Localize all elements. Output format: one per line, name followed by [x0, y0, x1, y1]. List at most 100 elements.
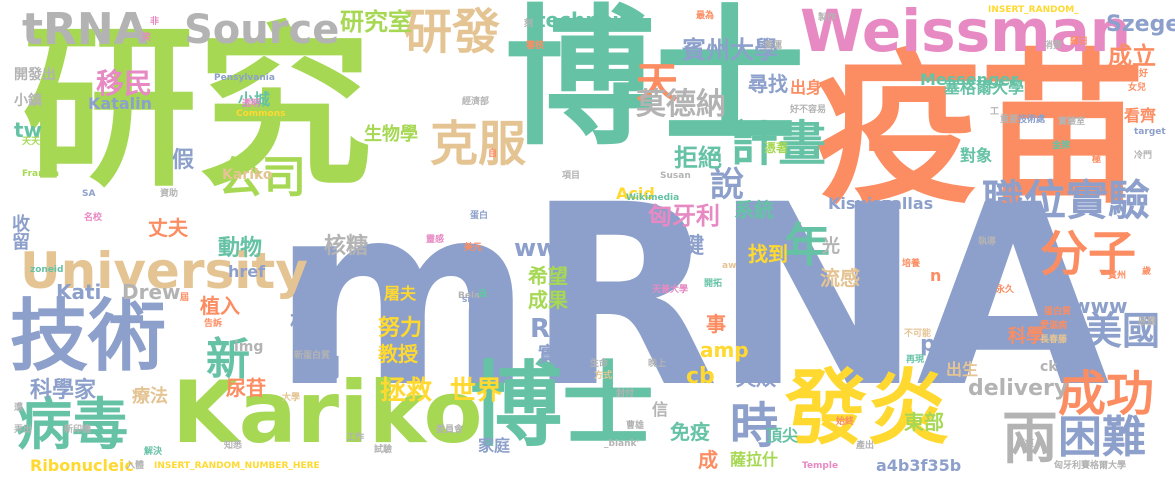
word-chanchu: 產出 [856, 441, 875, 451]
word-tw: tw [14, 118, 43, 142]
word-zhongyao: 重要 [1000, 115, 1019, 125]
word-linggan: 靈感 [426, 235, 445, 245]
word-source: Source [184, 7, 340, 53]
word-jujue: 拒絕 [674, 144, 722, 172]
word-chusheng: 出生 [946, 360, 979, 379]
word-boshi-large: 博士 [505, 0, 806, 166]
word-kati: Kati [56, 280, 102, 304]
word-xin-letter: 信 [652, 400, 669, 419]
word-zhiru: 植入 [200, 294, 240, 318]
word-fayan: 發炎 [785, 361, 950, 456]
word-binzhou-daxue: 賓州大學 [682, 36, 778, 64]
word-daxue: 大學 [282, 393, 301, 403]
word-shiyan-small: 試驗 [374, 445, 393, 455]
word-katalin: Katalin [88, 94, 152, 113]
word-jishu: 技術 [10, 292, 167, 382]
word-tian: 天 [636, 58, 679, 107]
word-kanhao: 看好 [1130, 69, 1149, 79]
word-cheng: 成 [698, 448, 718, 472]
word-jihua: 計畫 [730, 116, 827, 172]
word-zhaodao: 找到 [748, 242, 788, 266]
word-jiating: 家庭 [478, 436, 511, 455]
word-trna: tRNA [22, 4, 148, 55]
word-dongbu: 東部 [904, 410, 944, 434]
word-drew: Drew [122, 280, 181, 304]
word-insert-random-bottom: INSERT_RANDOM_NUMBER_HERE [154, 461, 320, 471]
word-szeged: Szeged [1106, 12, 1175, 37]
word-xiaofei: 消費 [1044, 41, 1063, 51]
word-sui: 歲 [1142, 267, 1152, 277]
word-kaituo: 開拓 [704, 279, 723, 289]
word-www5: www5 [514, 234, 598, 262]
word-bukeneng: 不可能 [904, 329, 932, 339]
word-shuo: 說 [710, 165, 744, 205]
word-xin: 新 [206, 334, 250, 385]
word-zhangfu: 丈夫 [148, 216, 188, 240]
word-target: target [1134, 127, 1166, 137]
word-messenger: Messenger [920, 70, 1019, 89]
word-kefu: 克服 [430, 116, 527, 172]
word-gong: 工 [990, 107, 1000, 117]
word-chengli: 成立 [1108, 42, 1156, 70]
word-chushen: 出身 [790, 78, 823, 97]
word-gang: 剛 [316, 354, 340, 382]
word-zao: 遭 [14, 403, 24, 413]
word-xiaozhen: 小鎮 [14, 93, 42, 109]
word-niaogan: 尿苷 [226, 376, 266, 400]
word-a4b3f35b: a4b3f35b [876, 456, 962, 475]
word-gaosu: 告訴 [204, 319, 223, 329]
word-jinpai: 金牌 [1052, 141, 1071, 151]
word-zhixi: 知悉 [224, 441, 243, 451]
word-jiejue: 解決 [144, 447, 163, 457]
word-pingzhe: 憑著 [764, 141, 789, 155]
word-zhiwei: 職位 [982, 176, 1067, 225]
word-guang: 光 [822, 236, 840, 257]
word-yanjiushi: 研究室 [340, 8, 412, 36]
word-xiaocheng: 小城 [238, 90, 271, 109]
word-commons: Commons [236, 109, 286, 119]
word-haoburongyi: 好不容易 [790, 105, 827, 115]
word-tiantian: 天天 [22, 137, 41, 147]
word-yimin: 移民 [96, 67, 153, 100]
word-liaofa: 療法 [132, 386, 168, 407]
word-xunzhao: 尋找 [748, 72, 788, 96]
word-xiangmu: 項目 [562, 171, 581, 181]
word-blank: _blank' [604, 439, 640, 449]
word-aoyun: 奧運 [764, 41, 783, 51]
word-zizhu: 資助 [160, 189, 179, 199]
word-fengfu: 封付 [616, 389, 635, 399]
word-kisujszallas: Kisujszallas [828, 194, 934, 213]
word-liugan: 流感 [820, 266, 860, 290]
word-a: a [478, 285, 488, 301]
word-src: src [462, 295, 478, 305]
word-ke: 刻 [524, 19, 534, 29]
word-mingxiao: 名校 [84, 213, 103, 223]
word-shiyan: 實驗 [1066, 176, 1151, 225]
word-tianpu-daxue: 天普大學 [652, 285, 689, 295]
word-kunnan: 困難 [1058, 412, 1146, 463]
word-acid: Acid [616, 184, 655, 203]
word-yongjiu: 永久 [996, 285, 1015, 295]
word-meiguo: 美國 [1084, 309, 1161, 353]
word-boshi-medium: 博士 [470, 352, 655, 459]
word-kanqi: 看齊 [1124, 106, 1157, 125]
word-zuiwei: 最為 [696, 11, 715, 21]
word-weiyuanhui: 委員會 [436, 425, 464, 435]
word-zi: 自 [488, 149, 498, 159]
word-mianyi: 免疫 [670, 420, 710, 444]
word-nongchu: 弄出 [14, 425, 33, 435]
word-ji: 極 [1092, 155, 1102, 165]
word-www: www [1072, 294, 1128, 318]
word-bingdu: 病毒 [16, 393, 128, 458]
word-aizibing: 愛滋病 [1040, 321, 1068, 331]
word-wanshang: 晚上 [648, 359, 667, 369]
word-delivery: delivery [968, 376, 1069, 401]
word-duixiang: 對象 [960, 146, 993, 165]
word-jingjibu: 經濟部 [462, 97, 490, 107]
word-pensylvania: Pensylvania [214, 73, 275, 83]
word-modena: 莫德納 [636, 87, 726, 122]
word-saigeer-daxue: 塞格爾大學 [944, 78, 1025, 97]
word-lengmen: 冷門 [1134, 151, 1153, 161]
word-sa: SA [82, 189, 96, 199]
word-shengming: 生命 [590, 359, 609, 369]
